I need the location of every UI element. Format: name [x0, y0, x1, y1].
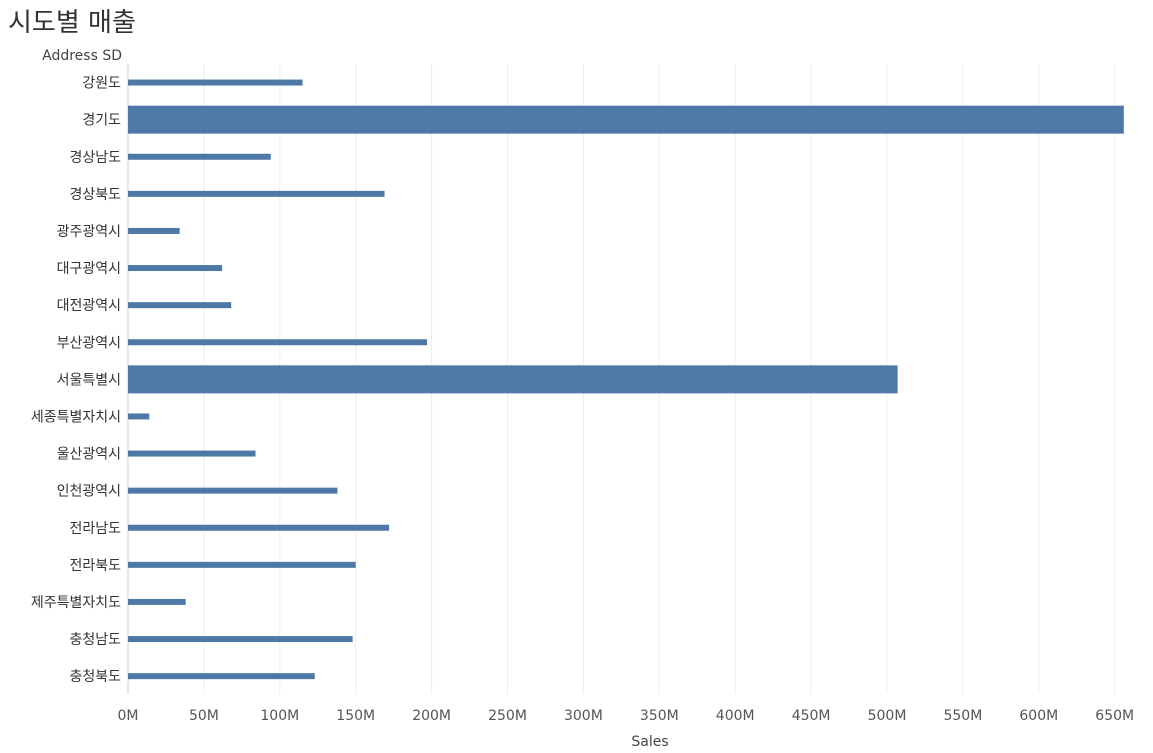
x-tick-label: 650M	[1095, 708, 1134, 724]
category-label: 전라북도	[69, 558, 121, 574]
bar[interactable]	[128, 365, 898, 394]
bar[interactable]	[128, 339, 428, 346]
x-tick-label: 500M	[868, 708, 907, 724]
category-label: 경상북도	[69, 187, 121, 203]
x-tick-label: 450M	[792, 708, 831, 724]
bar[interactable]	[128, 227, 180, 234]
bars	[128, 79, 1124, 680]
chart-title: 시도별 매출	[8, 8, 136, 38]
bar[interactable]	[128, 487, 338, 494]
x-tick-label: 300M	[564, 708, 603, 724]
category-label: 제주특별자치도	[31, 595, 121, 611]
bar[interactable]	[128, 105, 1124, 134]
x-tick-label: 0M	[118, 708, 139, 724]
x-axis-ticks: 0M 50M 100M 150M 200M 250M 300M 350M 400M 450M 500…	[118, 708, 1135, 724]
category-label: 충청남도	[69, 632, 121, 648]
row-header: Address SD	[42, 48, 122, 64]
bar[interactable]	[128, 561, 356, 568]
x-tick-label: 200M	[412, 708, 451, 724]
bar[interactable]	[128, 450, 256, 457]
x-tick-label: 50M	[189, 708, 219, 724]
bar[interactable]	[128, 413, 150, 420]
bar[interactable]	[128, 79, 303, 86]
bar[interactable]	[128, 190, 385, 197]
x-tick-label: 250M	[488, 708, 527, 724]
category-label: 울산광역시	[57, 447, 121, 463]
x-tick-label: 550M	[943, 708, 982, 724]
category-label: 충청북도	[69, 669, 121, 685]
x-tick-label: 150M	[336, 708, 375, 724]
category-label: 강원도	[82, 76, 121, 92]
category-label: 인천광역시	[57, 484, 121, 500]
category-label: 세종특별자치시	[31, 409, 121, 425]
x-tick-label: 350M	[640, 708, 679, 724]
category-label: 경상남도	[69, 150, 121, 166]
x-tick-label: 600M	[1019, 708, 1058, 724]
category-labels: 강원도경기도경상남도경상북도광주광역시대구광역시대전광역시부산광역시서울특별시세…	[31, 76, 121, 686]
x-tick-label: 400M	[716, 708, 755, 724]
category-label: 서울특별시	[57, 372, 121, 388]
bar[interactable]	[128, 302, 232, 309]
bar[interactable]	[128, 524, 390, 531]
bar[interactable]	[128, 636, 353, 643]
category-label: 광주광역시	[57, 224, 121, 240]
category-label: 전라남도	[69, 521, 121, 537]
x-tick-label: 100M	[260, 708, 299, 724]
bar[interactable]	[128, 598, 186, 605]
category-label: 경기도	[82, 113, 121, 129]
bar[interactable]	[128, 153, 271, 160]
x-axis-title: Sales	[631, 734, 668, 750]
category-label: 부산광역시	[57, 335, 121, 351]
category-label: 대전광역시	[57, 298, 121, 314]
category-label: 대구광역시	[57, 261, 121, 277]
bar[interactable]	[128, 673, 315, 680]
bar[interactable]	[128, 265, 223, 272]
